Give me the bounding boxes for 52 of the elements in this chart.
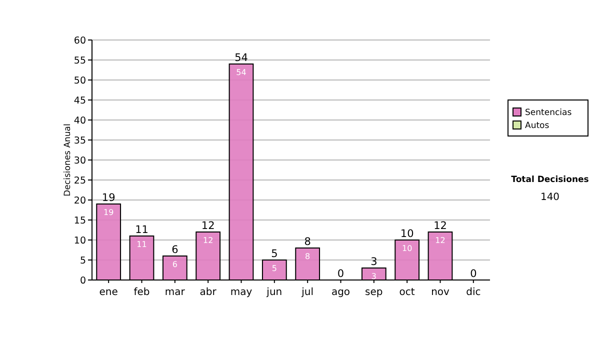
- y-tick-label: 40: [74, 115, 86, 126]
- y-tick-label: 50: [74, 75, 86, 86]
- y-tick-label: 0: [80, 275, 86, 286]
- y-tick-label: 10: [74, 235, 86, 246]
- x-tick-label: ago: [331, 287, 350, 298]
- legend-label: Sentencias: [525, 108, 572, 118]
- x-tick-label: abr: [200, 287, 218, 298]
- data-label: 11: [136, 240, 147, 249]
- x-tick-label: may: [230, 287, 252, 298]
- x-tick-label: ene: [99, 287, 118, 298]
- x-tick-label: sep: [365, 287, 383, 298]
- x-tick-label: mar: [164, 287, 186, 298]
- y-axis-title: Decisiones Anual: [63, 124, 73, 196]
- data-label: 5: [272, 264, 277, 273]
- y-tick-label: 35: [74, 135, 86, 146]
- data-label: 12: [435, 236, 446, 245]
- x-tick-label: jun: [266, 287, 282, 298]
- text: 140: [540, 192, 560, 203]
- total-label: 11: [135, 224, 148, 236]
- x-tick-label: nov: [431, 287, 450, 298]
- x-tick-label: jul: [300, 287, 314, 298]
- total-label: 0: [470, 268, 477, 280]
- total-label: 12: [434, 220, 447, 232]
- y-tick-label: 30: [74, 155, 86, 166]
- total-label: 8: [304, 236, 311, 248]
- total-label: 0: [337, 268, 344, 280]
- total-label: 3: [370, 256, 378, 268]
- data-label: 8: [305, 252, 310, 261]
- text: Total Decisiones: [511, 175, 589, 185]
- x-tick-label: oct: [399, 287, 415, 298]
- legend-label: Autos: [525, 121, 550, 131]
- total-label: 54: [234, 52, 248, 64]
- y-tick-label: 25: [74, 175, 86, 186]
- total-label: 5: [271, 248, 278, 260]
- total-label: 12: [201, 220, 215, 232]
- data-label: 19: [103, 208, 114, 217]
- x-tick-label: feb: [134, 287, 150, 298]
- y-tick-label: 60: [74, 35, 86, 46]
- y-tick-label: 55: [74, 55, 86, 66]
- data-label: 54: [236, 68, 246, 77]
- y-tick-label: 20: [74, 195, 86, 206]
- x-tick-label: dic: [466, 287, 481, 298]
- total-label: 6: [172, 244, 179, 256]
- total-label: 10: [400, 228, 414, 240]
- y-tick-label: 15: [74, 215, 86, 226]
- data-label: 6: [172, 260, 178, 269]
- data-label: 12: [202, 236, 214, 245]
- total-label: 19: [102, 192, 116, 204]
- data-label: 10: [402, 244, 412, 253]
- y-tick-label: 45: [74, 95, 86, 106]
- y-tick-label: 5: [80, 255, 86, 266]
- data-label: 3: [371, 272, 376, 281]
